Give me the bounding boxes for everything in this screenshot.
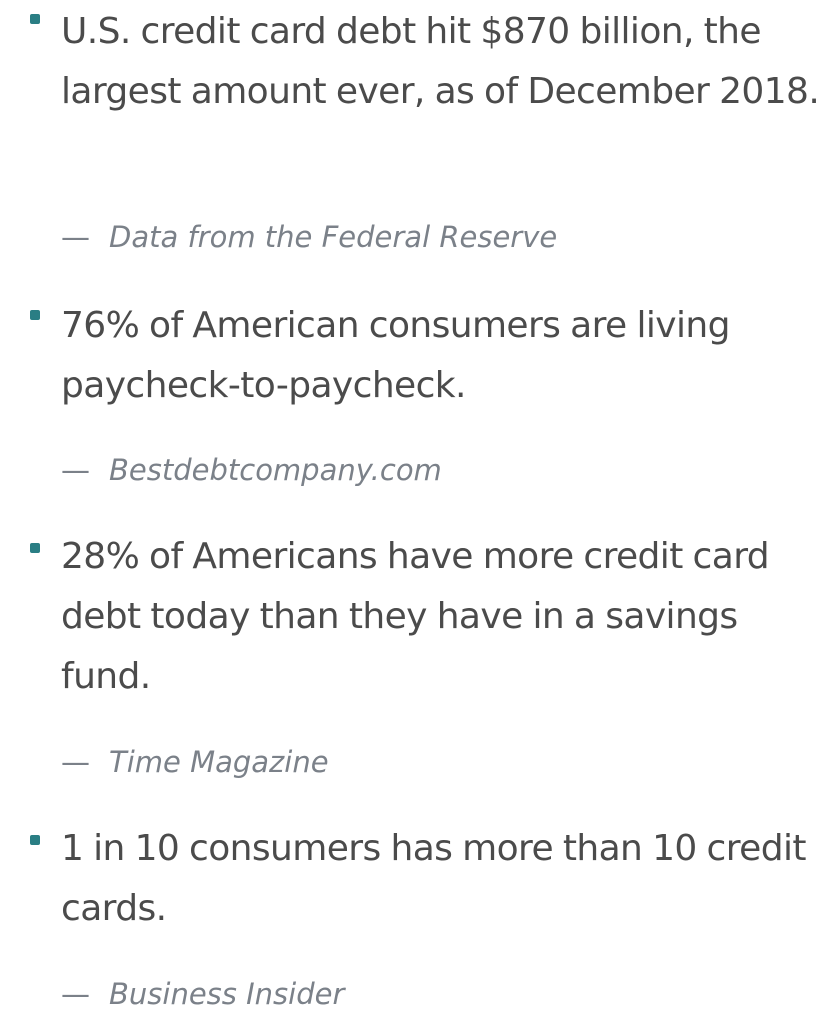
square-bullet-icon <box>30 543 40 553</box>
em-dash: — <box>61 220 90 254</box>
source-name: Bestdebtcompany.com <box>109 453 442 487</box>
stat-text: 1 in 10 consumers has more than 10 credi… <box>61 828 806 929</box>
source-name: Time Magazine <box>109 745 329 779</box>
stat-text: 76% of American consumers are living pay… <box>61 305 730 406</box>
stat-source: — Data from the Federal Reserve <box>61 217 801 257</box>
stat-source: — Time Magazine <box>61 742 801 782</box>
square-bullet-icon <box>30 14 40 24</box>
em-dash: — <box>61 453 90 487</box>
stat-source: — Business Insider <box>61 974 801 1014</box>
em-dash: — <box>61 745 90 779</box>
stat-source: — Bestdebtcompany.com <box>61 450 801 490</box>
source-name: Data from the Federal Reserve <box>109 220 558 254</box>
stat-text: 28% of Americans have more credit card d… <box>61 536 770 697</box>
source-name: Business Insider <box>109 977 345 1011</box>
stat-text: U.S. credit card debt hit $870 billion, … <box>61 11 820 112</box>
square-bullet-icon <box>30 310 40 320</box>
em-dash: — <box>61 977 90 1011</box>
square-bullet-icon <box>30 835 40 845</box>
